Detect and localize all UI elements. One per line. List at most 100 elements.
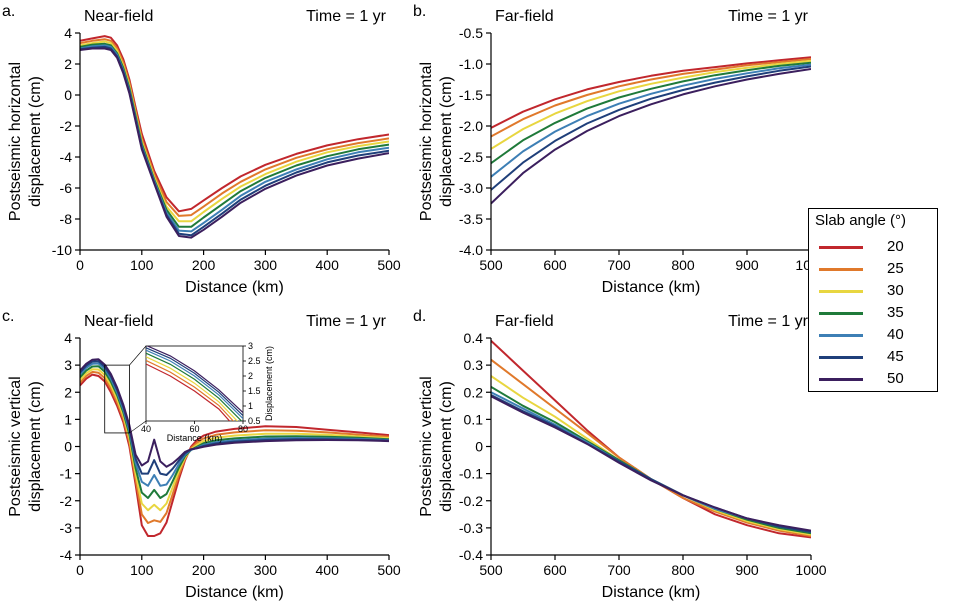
inset-y-tick-label: 3 xyxy=(248,341,253,351)
zoom-connector xyxy=(129,420,147,434)
y-tick-label: 0.2 xyxy=(464,384,484,400)
x-axis-label: Distance (km) xyxy=(185,279,284,296)
legend-item: 35 xyxy=(819,303,929,323)
x-tick-label: 300 xyxy=(254,562,278,578)
x-tick-label: 900 xyxy=(735,257,759,273)
legend-item: 40 xyxy=(819,325,929,345)
x-tick-label: 1000 xyxy=(795,562,826,578)
legend-swatch xyxy=(819,312,863,315)
y-tick-label: 0 xyxy=(475,439,483,455)
legend-swatch xyxy=(819,356,863,359)
legend-title: Slab angle (°) xyxy=(815,212,907,229)
time-label: Time = 1 yr xyxy=(306,8,387,25)
panel-c: 0 100 200 300 400 500 -4 -3 -2 -1 0 1 2 3 4 Distance (k… xyxy=(2,308,401,601)
y-tick-label: 2 xyxy=(64,384,72,400)
series-line-45 xyxy=(491,65,811,191)
y-tick-label: 0.3 xyxy=(464,357,484,373)
inset-x-axis-label: Distance (km) xyxy=(167,433,223,443)
panel-label: c. xyxy=(2,308,14,325)
y-tick-label: 0 xyxy=(64,439,72,455)
inset-series-line-45 xyxy=(146,347,243,417)
legend-label: 20 xyxy=(887,238,904,255)
panel-title: Far-field xyxy=(495,8,554,25)
inset-series-line-30 xyxy=(146,356,239,421)
panel-d: 500 600 700 800 900 1000 -0.4 -0.3 -0.2 -0.1 0 0.1 0… xyxy=(413,308,827,601)
y-tick-label: -8 xyxy=(60,211,73,227)
zoom-box xyxy=(104,364,130,434)
legend-label: 45 xyxy=(887,348,904,365)
inset-series-line-20 xyxy=(146,363,231,421)
inset-series-line-35 xyxy=(146,352,243,421)
legend-item: 20 xyxy=(819,237,929,257)
y-tick-label: -1 xyxy=(60,466,73,482)
y-tick-label: 4 xyxy=(64,25,72,41)
inset-y-tick-label: 1.5 xyxy=(248,386,261,396)
y-tick-label: 4 xyxy=(64,330,72,346)
series-line-35 xyxy=(80,365,389,499)
x-tick-label: 400 xyxy=(316,257,340,273)
y-tick-label: 2 xyxy=(64,56,72,72)
series-line-35 xyxy=(491,61,811,165)
series-line-35 xyxy=(491,385,811,535)
x-tick-label: 900 xyxy=(735,562,759,578)
x-tick-label: 600 xyxy=(543,257,567,273)
y-tick-label: -4 xyxy=(60,547,73,563)
time-label: Time = 1 yr xyxy=(728,313,809,330)
x-tick-label: 400 xyxy=(316,562,340,578)
panel-title: Near-field xyxy=(84,313,153,330)
x-tick-label: 0 xyxy=(76,257,84,273)
x-tick-label: 100 xyxy=(130,257,154,273)
y-tick-label: -6 xyxy=(60,180,73,196)
y-axis-label: Postseismic vertical xyxy=(7,376,24,516)
legend-swatch xyxy=(819,378,863,381)
legend-label: 40 xyxy=(887,326,904,343)
x-tick-label: 500 xyxy=(377,562,401,578)
legend-swatch xyxy=(819,290,863,293)
series-line-30 xyxy=(80,368,389,512)
legend-item: 25 xyxy=(819,259,929,279)
y-tick-label: -4.0 xyxy=(459,242,483,258)
y-tick-label: -2.5 xyxy=(459,149,483,165)
y-tick-label: -1.5 xyxy=(459,87,483,103)
panel-label: d. xyxy=(413,308,426,325)
y-axis-label: displacement (cm) xyxy=(27,381,44,512)
y-tick-label: 3 xyxy=(64,357,72,373)
legend-item: 45 xyxy=(819,347,929,367)
y-tick-label: -0.5 xyxy=(459,25,483,41)
series-line-50 xyxy=(80,47,389,239)
x-tick-label: 200 xyxy=(192,257,216,273)
legend-swatch xyxy=(819,334,863,337)
y-tick-label: -3.5 xyxy=(459,211,483,227)
series-line-45 xyxy=(80,360,389,476)
x-tick-label: 700 xyxy=(607,562,631,578)
x-tick-label: 500 xyxy=(377,257,401,273)
series-line-20 xyxy=(491,339,811,539)
legend-item: 50 xyxy=(819,369,929,389)
y-axis-label: displacement (cm) xyxy=(438,76,455,207)
time-label: Time = 1 yr xyxy=(306,313,387,330)
inset-chart: 40 60 800.5 1 1.5 2 2.5 3 Distance (km) Displacem… xyxy=(104,341,274,443)
y-axis-label: displacement (cm) xyxy=(27,76,44,207)
x-tick-label: 600 xyxy=(543,562,567,578)
y-tick-label: -2.0 xyxy=(459,118,483,134)
inset-y-tick-label: 1 xyxy=(248,401,253,411)
series-line-20 xyxy=(80,373,389,537)
series-line-30 xyxy=(491,375,811,536)
y-tick-label: 0.1 xyxy=(464,411,484,427)
inset-x-tick-label: 40 xyxy=(141,424,151,434)
inset-series-line-40 xyxy=(146,349,243,420)
series-line-50 xyxy=(80,358,389,468)
y-tick-label: 0 xyxy=(64,87,72,103)
y-tick-label: -4 xyxy=(60,149,73,165)
inset-x-tick-label: 60 xyxy=(189,424,199,434)
x-axis-label: Distance (km) xyxy=(185,584,284,601)
legend-label: 25 xyxy=(887,260,904,277)
x-tick-label: 0 xyxy=(76,562,84,578)
series-line-50 xyxy=(491,68,811,205)
legend: Slab angle (°) 20 25 30 35 40 45 50 xyxy=(808,208,938,392)
y-tick-label: -0.2 xyxy=(459,493,483,509)
series-line-25 xyxy=(80,38,389,217)
legend-item: 30 xyxy=(819,281,929,301)
y-tick-label: -0.4 xyxy=(459,547,483,563)
y-tick-label: -2 xyxy=(60,493,73,509)
